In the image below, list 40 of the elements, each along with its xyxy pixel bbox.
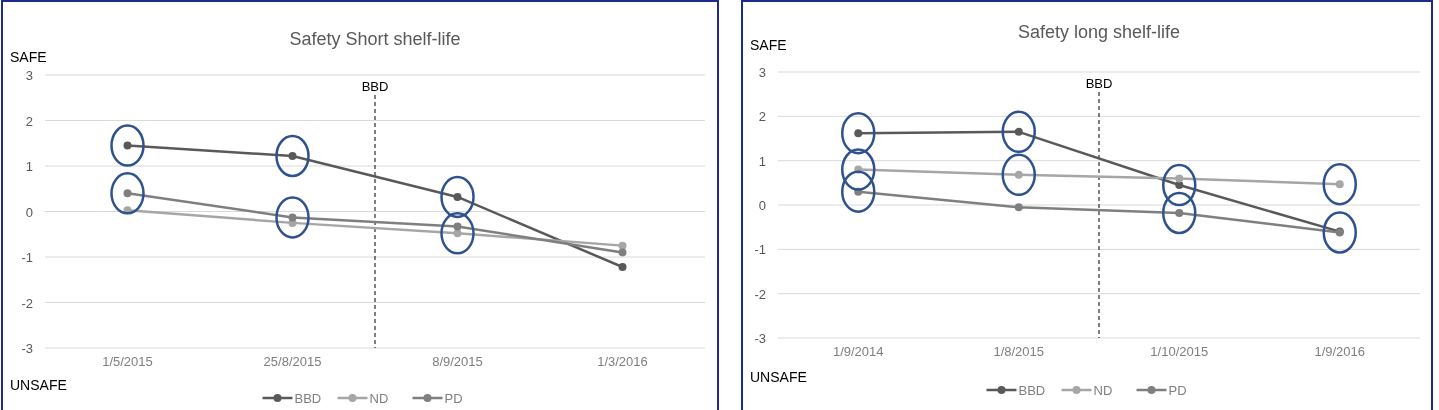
- annotation: BBD: [361, 79, 389, 94]
- text: UNSAFE: [10, 377, 67, 393]
- y-tick-label: -3: [21, 341, 33, 356]
- point: [618, 241, 627, 250]
- text: SAFE: [10, 49, 47, 65]
- x-tick-label: 1/3/2016: [597, 354, 648, 369]
- y-tick-label: 2: [25, 113, 33, 129]
- legend-label: PD: [1168, 383, 1187, 398]
- legend-label: ND: [369, 391, 389, 406]
- annotation: BBD: [1085, 76, 1113, 91]
- legend-label: BBD: [1018, 383, 1046, 398]
- y-tick-label: 2: [758, 109, 766, 125]
- x-tick-label: 1/10/2015: [1150, 344, 1209, 359]
- x-tick-label: 1/9/2016: [1314, 344, 1366, 359]
- point: [618, 263, 627, 272]
- y-tick-label: -1: [754, 242, 766, 258]
- legend-label: BBD: [294, 391, 322, 406]
- point: [453, 222, 462, 231]
- y-tick-label: 3: [25, 68, 33, 83]
- x-tick-label: 8/9/2015: [432, 354, 483, 369]
- y-tick-label: 1: [758, 153, 766, 169]
- text: UNSAFE: [750, 369, 807, 385]
- y-tick-label: -1: [21, 250, 33, 265]
- point: [618, 248, 627, 257]
- text: SAFE: [750, 37, 787, 53]
- y-tick-label: 1: [25, 159, 33, 174]
- y-tick-label: -2: [21, 295, 33, 311]
- x-tick-label: 1/9/2014: [832, 344, 884, 359]
- y-tick-label: 0: [25, 204, 33, 220]
- x-tick-label: 25/8/2015: [263, 354, 322, 369]
- y-tick-label: 3: [758, 65, 766, 80]
- y-tick-label: -2: [754, 286, 766, 302]
- legend-label: ND: [1093, 383, 1113, 398]
- y-tick-label: -3: [754, 331, 766, 346]
- y-tick-label: 0: [758, 198, 766, 213]
- x-tick-label: 1/8/2015: [993, 344, 1045, 359]
- chart-title: Safety long shelf-life: [1017, 22, 1181, 42]
- x-tick-label: 1/5/2015: [102, 354, 153, 369]
- chart-title: Safety Short shelf-life: [289, 29, 461, 49]
- legend-label: PD: [444, 391, 463, 406]
